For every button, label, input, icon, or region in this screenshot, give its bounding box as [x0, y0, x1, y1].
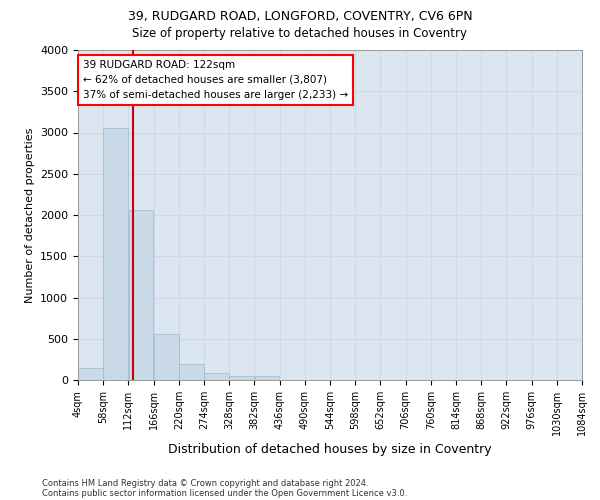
Bar — [128, 210, 154, 380]
Text: 39 RUDGARD ROAD: 122sqm
← 62% of detached houses are smaller (3,807)
37% of semi: 39 RUDGARD ROAD: 122sqm ← 62% of detache… — [83, 60, 348, 100]
Text: 39, RUDGARD ROAD, LONGFORD, COVENTRY, CV6 6PN: 39, RUDGARD ROAD, LONGFORD, COVENTRY, CV… — [128, 10, 472, 23]
Bar — [229, 376, 254, 380]
Text: Contains public sector information licensed under the Open Government Licence v3: Contains public sector information licen… — [42, 488, 407, 498]
Bar — [154, 334, 179, 380]
Y-axis label: Number of detached properties: Number of detached properties — [25, 128, 35, 302]
Bar — [179, 364, 204, 380]
X-axis label: Distribution of detached houses by size in Coventry: Distribution of detached houses by size … — [168, 444, 492, 456]
Text: Contains HM Land Registry data © Crown copyright and database right 2024.: Contains HM Land Registry data © Crown c… — [42, 478, 368, 488]
Bar — [254, 376, 280, 380]
Bar — [103, 128, 128, 380]
Bar — [204, 374, 229, 380]
Text: Size of property relative to detached houses in Coventry: Size of property relative to detached ho… — [133, 28, 467, 40]
Bar — [78, 368, 103, 380]
